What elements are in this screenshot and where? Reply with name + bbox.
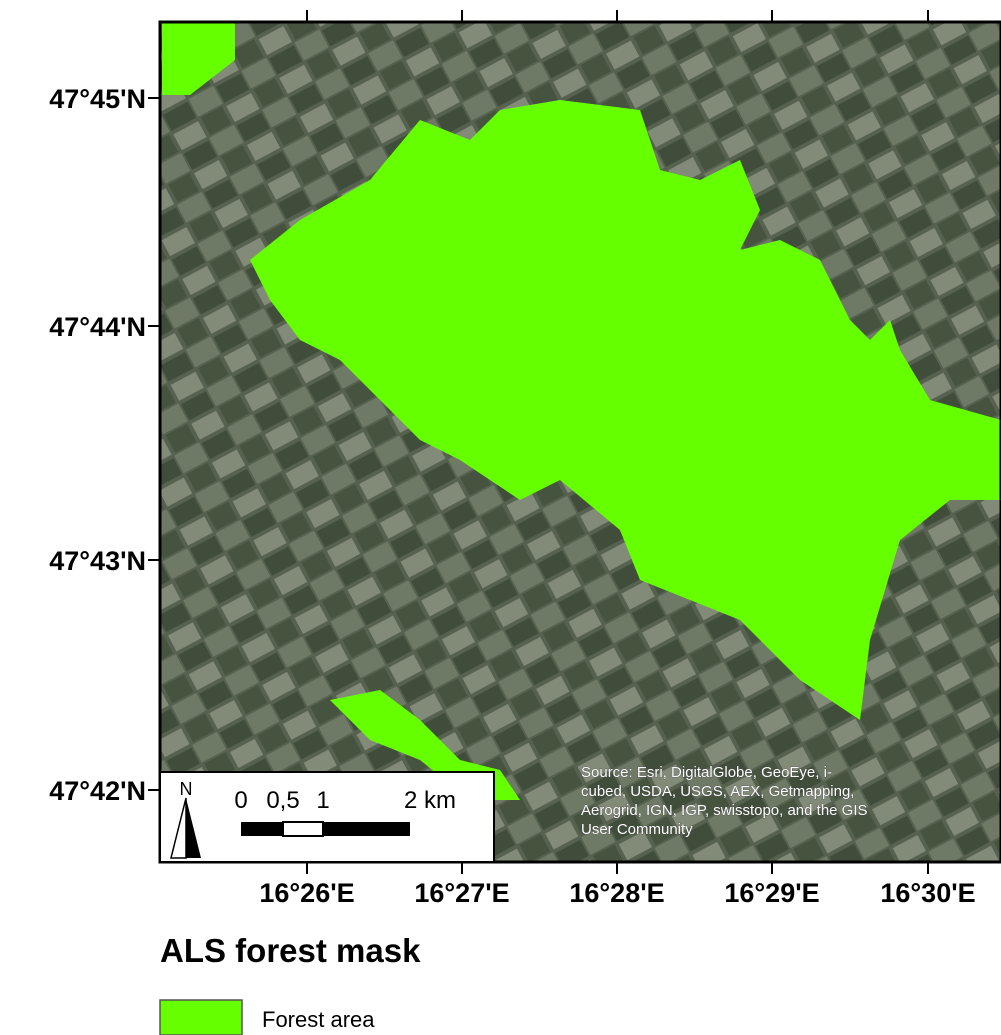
map-frame <box>160 22 1001 862</box>
north-label: N <box>180 779 193 799</box>
latitude-label: 47°43'N <box>49 546 146 576</box>
source-text: Source: Esri, DigitalGlobe, GeoEye, i- <box>581 764 832 781</box>
legend-swatch <box>160 1000 242 1035</box>
scale-box <box>160 772 494 862</box>
scale-label: 1 <box>316 787 329 814</box>
source-text: Aerogrid, IGN, IGP, swisstopo, and the G… <box>581 802 868 819</box>
longitude-label: 16°27'E <box>414 878 509 908</box>
scale-label: 0 <box>234 787 247 814</box>
source-text: cubed, USDA, USGS, AEX, Getmapping, <box>581 783 854 800</box>
latitude-label: 47°42'N <box>49 776 146 806</box>
scale-label: 0,5 <box>266 787 299 814</box>
latitude-label: 47°44'N <box>49 312 146 342</box>
source-text: User Community <box>581 821 693 838</box>
title: ALS forest mask <box>160 932 421 969</box>
scale-label: 2 km <box>404 787 456 814</box>
latitude-label: 47°45'N <box>49 84 146 114</box>
longitude-label: 16°29'E <box>724 878 819 908</box>
longitude-label: 16°28'E <box>569 878 664 908</box>
longitude-label: 16°26'E <box>259 878 354 908</box>
legend-label: Forest area <box>262 1007 375 1032</box>
longitude-label: 16°30'E <box>880 878 975 908</box>
page: 47°45'N 47°44'N 47°43'N 47°42'N 16°26'E 16°27… <box>0 0 1001 1035</box>
